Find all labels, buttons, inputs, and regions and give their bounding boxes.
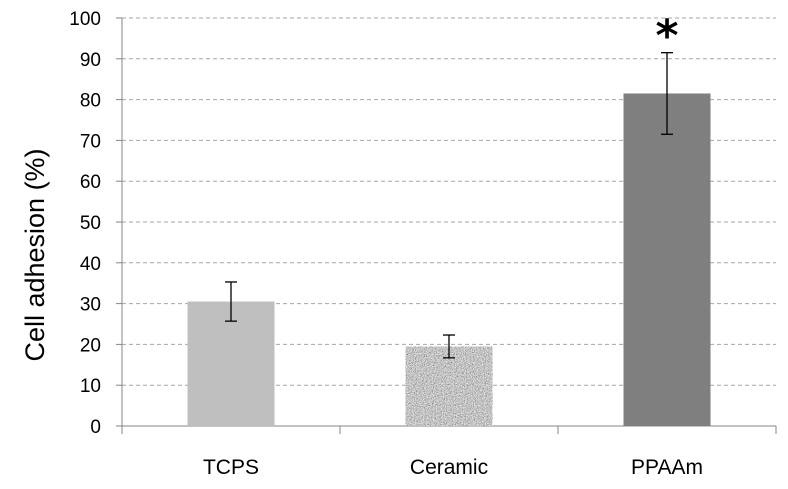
significance-asterisk: * bbox=[655, 11, 678, 62]
annotations: * bbox=[655, 11, 678, 62]
y-tick-label: 100 bbox=[69, 9, 101, 30]
y-tick-label: 70 bbox=[80, 131, 101, 152]
y-tick-label: 20 bbox=[80, 335, 101, 356]
error-bar-ceramic bbox=[443, 334, 455, 359]
y-axis-title: Cell adhesion (%) bbox=[20, 148, 50, 361]
error-bars bbox=[225, 52, 673, 359]
y-tick-label: 90 bbox=[80, 50, 101, 71]
y-tick-label: 30 bbox=[80, 295, 101, 316]
y-tick-label: 10 bbox=[80, 376, 101, 397]
x-tick-labels: TCPS Ceramic PPAAm bbox=[203, 456, 703, 479]
y-tick-label: 0 bbox=[90, 417, 101, 438]
y-tick-labels: 0 10 20 30 40 50 60 70 80 90 100 bbox=[69, 9, 101, 438]
y-tick-label: 40 bbox=[80, 254, 101, 275]
x-tick-label-ceramic: Ceramic bbox=[410, 456, 488, 479]
x-tick-label-tcps: TCPS bbox=[203, 456, 259, 479]
x-tick-label-ppaam: PPAAm bbox=[631, 456, 703, 479]
bar-ppaam bbox=[623, 93, 711, 426]
y-tick-label: 80 bbox=[80, 91, 101, 112]
y-tick-label: 50 bbox=[80, 213, 101, 234]
bar-ceramic bbox=[405, 346, 493, 426]
error-bar-ppaam bbox=[661, 52, 673, 135]
bar-tcps bbox=[187, 301, 275, 426]
error-bar-tcps bbox=[225, 281, 237, 322]
y-tick-label: 60 bbox=[80, 172, 101, 193]
bars bbox=[187, 93, 711, 426]
